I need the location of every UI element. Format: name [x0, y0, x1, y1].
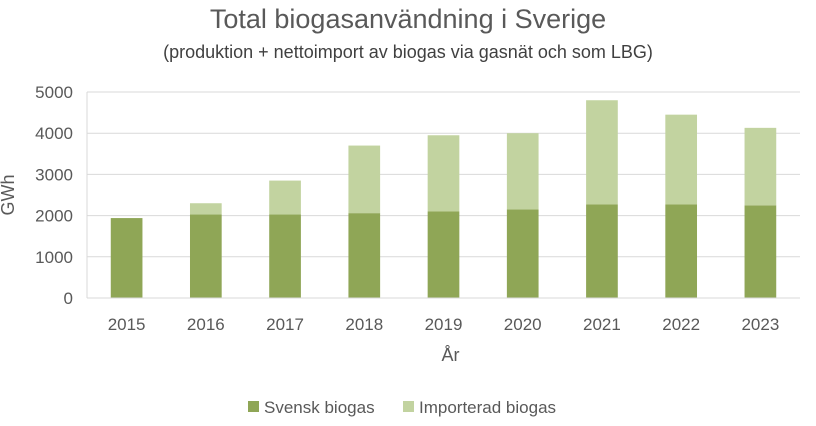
- x-axis-title: År: [442, 345, 460, 365]
- x-tick-label: 2022: [662, 315, 700, 334]
- bar-importerad-2023: [744, 127, 777, 206]
- bar-importerad-2020: [506, 133, 539, 210]
- bar-svensk-2017: [269, 214, 301, 298]
- bar-svensk-2018: [348, 213, 381, 298]
- bar-svensk-2015: [110, 218, 143, 298]
- bar-importerad-2019: [427, 135, 460, 212]
- x-tick-label: 2019: [425, 315, 463, 334]
- bar-svensk-2023: [744, 205, 777, 298]
- y-tick-label: 0: [64, 289, 73, 308]
- legend-label-svensk: Svensk biogas: [264, 398, 375, 417]
- bar-svensk-2019: [427, 211, 460, 298]
- x-tick-label: 2016: [187, 315, 225, 334]
- y-tick-label: 2000: [35, 207, 73, 226]
- x-tick-label: 2020: [504, 315, 542, 334]
- x-tick-label: 2015: [108, 315, 146, 334]
- y-tick-label: 4000: [35, 124, 73, 143]
- legend-swatch-svensk: [248, 401, 259, 412]
- chart-subtitle: (produktion + nettoimport av biogas via …: [163, 42, 653, 62]
- bar-svensk-2020: [506, 209, 539, 298]
- chart-title: Total biogasanvändning i Sverige: [209, 4, 607, 34]
- x-tick-label: 2023: [741, 315, 779, 334]
- bar-svensk-2022: [665, 204, 698, 298]
- bar-importerad-2018: [348, 145, 381, 214]
- y-tick-label: 3000: [35, 165, 73, 184]
- bar-svensk-2021: [586, 204, 618, 298]
- bar-importerad-2021: [586, 100, 618, 205]
- x-tick-label: 2017: [266, 315, 304, 334]
- y-tick-label: 1000: [35, 248, 73, 267]
- bar-importerad-2017: [269, 180, 301, 215]
- bar-svensk-2016: [189, 214, 222, 298]
- legend-swatch-importerad: [403, 401, 414, 412]
- y-tick-label: 5000: [35, 83, 73, 102]
- y-axis-title: GWh: [0, 174, 18, 215]
- bar-importerad-2016: [189, 203, 222, 215]
- legend-label-importerad: Importerad biogas: [419, 398, 556, 417]
- bar-importerad-2022: [665, 114, 698, 205]
- x-tick-label: 2018: [345, 315, 383, 334]
- x-tick-label: 2021: [583, 315, 621, 334]
